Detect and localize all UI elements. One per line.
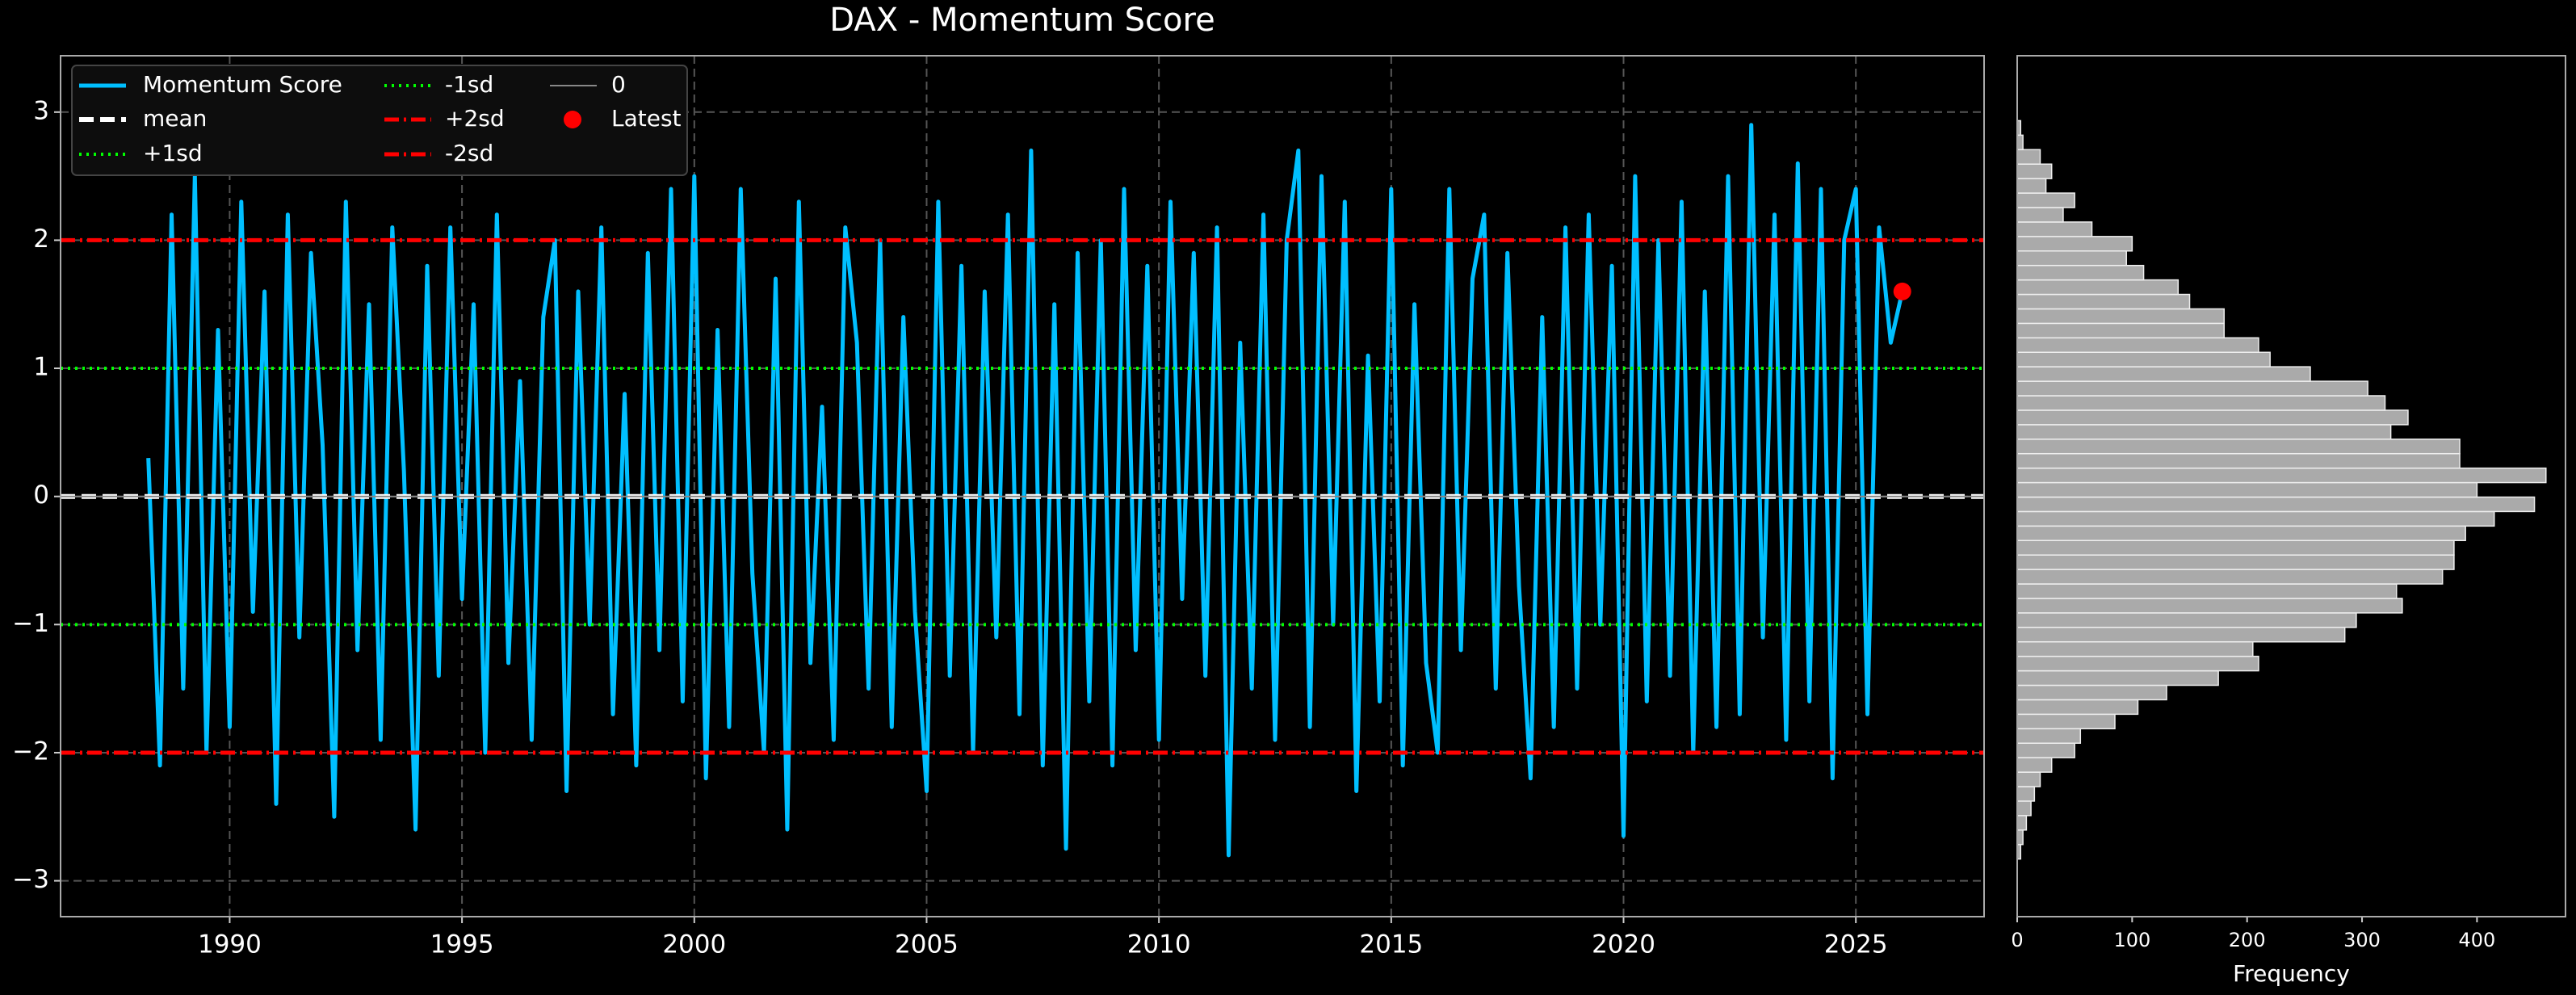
y-tick-label: 0 [33,481,49,510]
x-tick-label: 300 [2343,929,2381,951]
plot-frame [2016,55,2566,917]
y-tick-label: −3 [12,865,49,894]
plot-frame [60,55,1985,917]
x-tick-label: 400 [2458,929,2495,951]
histogram-bar [2016,264,2145,281]
legend-label: 0 [611,71,626,98]
legend-label: Latest [611,105,682,132]
histogram-bar [2016,786,2036,802]
histogram-bar [2016,496,2536,513]
chart-title: DAX - Momentum Score [829,2,1215,39]
x-tick-label: 2025 [1824,930,1888,959]
histogram-bar [2016,178,2047,194]
y-tick-label: −1 [12,609,49,638]
y-tick-label: 2 [33,225,49,254]
histogram-bar [2016,815,2028,831]
histogram-bar [2016,439,2461,455]
x-tick-label: 1990 [198,930,262,959]
x-tick-label: 2015 [1359,930,1423,959]
x-tick-label: 100 [2113,929,2150,951]
histogram-bar [2016,221,2093,237]
histogram-bar [2016,424,2392,440]
histogram-bar [2016,380,2368,397]
histogram-bar [2016,366,2311,382]
y-tick-label: 3 [33,96,49,125]
histogram-bar [2016,510,2495,527]
histogram-bar [2016,670,2219,686]
x-tick-label: 1995 [430,930,494,959]
histogram-bar [2016,539,2455,556]
histogram-bar [2016,655,2259,672]
histogram-bar [2016,279,2180,296]
histogram-bar [2016,452,2461,469]
legend-label: +1sd [143,140,203,166]
x-tick-label: 2005 [895,930,959,959]
legend-marker [564,111,581,128]
histogram-bar [2016,627,2346,643]
legend-label: -1sd [445,71,493,98]
series-line [146,123,1905,858]
histogram-bar [2016,236,2133,252]
legend-label: +2sd [445,105,505,132]
histogram-bar [2016,481,2478,498]
histogram-bar [2016,757,2053,773]
x-tick-label: 200 [2229,929,2266,951]
histogram-bar [2016,583,2398,599]
histogram-bar [2016,525,2466,542]
histogram-bar [2016,250,2127,267]
x-tick-label: 2020 [1592,930,1655,959]
x-tick-label: 2010 [1127,930,1191,959]
legend-box [71,65,688,176]
histogram-bar [2016,684,2167,701]
x-tick-label: 2000 [662,930,726,959]
histogram-bar [2016,207,2064,223]
histogram-bar [2016,192,2075,208]
legend-label: mean [143,105,207,132]
legend-label: -2sd [445,140,493,166]
latest-point [1893,282,1911,300]
histogram-bar [2016,293,2191,310]
histogram-bar [2016,598,2403,614]
histogram-bar [2016,554,2455,570]
histogram-bar [2016,337,2259,353]
histogram-bar [2016,612,2357,628]
histogram-bar [2016,467,2547,484]
histogram-bar [2016,800,2032,817]
y-tick-label: −2 [12,737,49,766]
histogram-bar [2016,351,2271,367]
histogram-bar [2016,134,2024,151]
histogram-bar [2016,163,2053,179]
histogram-bar [2016,699,2139,716]
histogram-bar [2016,308,2225,325]
histogram-bar [2016,771,2041,787]
histogram-bar [2016,569,2444,585]
histogram-bar [2016,713,2116,730]
histogram-bar [2016,728,2082,744]
x-tick-label: 0 [2011,929,2023,951]
x-axis-label: Frequency [2233,960,2350,987]
histogram-bar [2016,742,2075,758]
y-tick-label: 1 [33,353,49,382]
histogram-bar [2016,322,2225,339]
histogram-bar [2016,395,2386,411]
legend-label: Momentum Score [143,71,342,98]
histogram-bar [2016,409,2409,426]
histogram-bar [2016,829,2024,846]
histogram-bar [2016,149,2041,165]
histogram-bar [2016,640,2254,657]
